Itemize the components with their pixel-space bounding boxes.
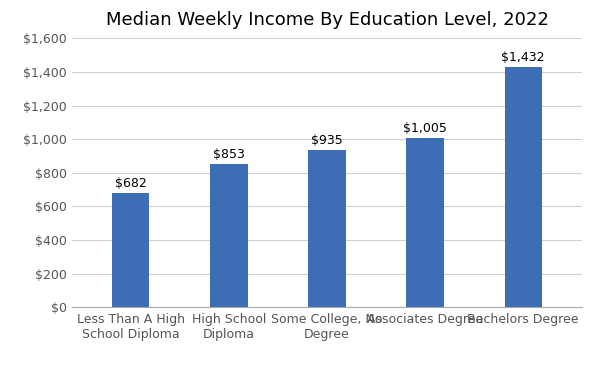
Bar xyxy=(406,138,444,307)
Title: Median Weekly Income By Education Level, 2022: Median Weekly Income By Education Level,… xyxy=(106,10,548,28)
Text: $935: $935 xyxy=(311,134,343,147)
Bar xyxy=(505,67,542,307)
Text: $682: $682 xyxy=(115,177,147,190)
Bar xyxy=(112,193,149,307)
Text: $853: $853 xyxy=(213,148,245,161)
Text: $1,432: $1,432 xyxy=(502,51,545,64)
Bar xyxy=(308,150,346,307)
Bar xyxy=(210,164,248,307)
Text: $1,005: $1,005 xyxy=(403,122,447,135)
